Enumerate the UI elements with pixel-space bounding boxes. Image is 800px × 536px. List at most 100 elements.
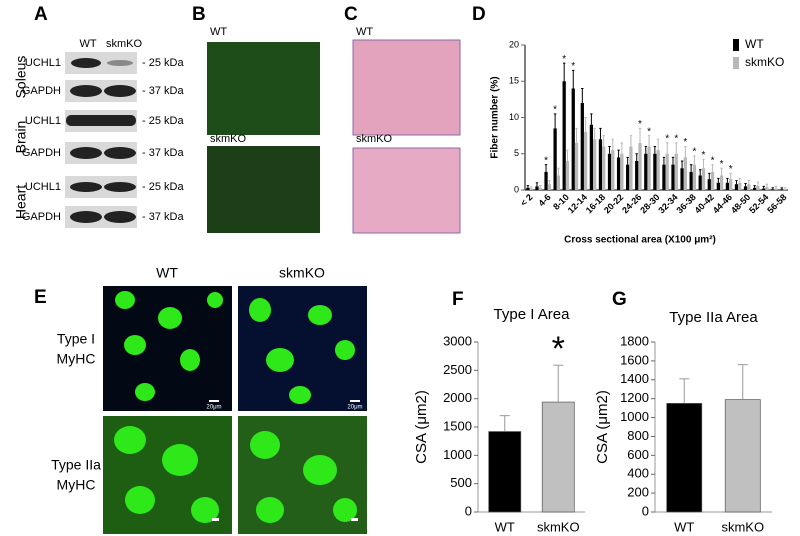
significance-star: * bbox=[702, 150, 706, 161]
tissue-label: Heart bbox=[13, 185, 29, 219]
image-label: WT bbox=[356, 26, 373, 38]
protein-label: UCHL1 bbox=[25, 57, 61, 69]
bar bbox=[710, 171, 715, 190]
bar bbox=[653, 153, 657, 190]
y-tick-label: 1400 bbox=[620, 371, 649, 386]
significance-star: * bbox=[683, 137, 687, 148]
lane-label: skmKO bbox=[106, 38, 143, 50]
y-axis-label: CSA (μm2) bbox=[413, 390, 430, 464]
bar bbox=[556, 175, 561, 190]
chart-title: Type IIa Area bbox=[669, 309, 758, 326]
legend-swatch bbox=[733, 39, 739, 51]
immunofluorescence-images bbox=[103, 286, 367, 534]
bar bbox=[583, 132, 588, 190]
x-tick-label: skmKO bbox=[537, 519, 580, 534]
significance-star: * bbox=[647, 126, 651, 137]
y-tick-label: 1200 bbox=[620, 390, 649, 405]
size-marker: - 25 kDa bbox=[142, 115, 184, 127]
bar bbox=[701, 168, 706, 190]
scale-label: 20μm bbox=[347, 405, 362, 411]
y-tick-label: 3000 bbox=[443, 333, 472, 348]
scale-label: 20μm bbox=[206, 405, 221, 411]
y-tick-label: 200 bbox=[627, 485, 649, 500]
y-axis-label: CSA (μm2) bbox=[594, 390, 611, 464]
bar bbox=[538, 187, 542, 190]
significance-star: * bbox=[571, 61, 575, 72]
x-tick-label: < 2 bbox=[519, 192, 535, 208]
bar bbox=[598, 139, 603, 190]
y-tick-label: 2500 bbox=[443, 362, 472, 377]
y-tick-label: 0 bbox=[465, 503, 472, 518]
x-tick-label: 32-34 bbox=[656, 192, 679, 215]
size-marker: - 37 kDa bbox=[142, 85, 184, 97]
bar bbox=[683, 157, 687, 190]
y-tick-label: 15 bbox=[509, 76, 519, 86]
legend-label: skmKO bbox=[745, 55, 784, 69]
panel-letter: D bbox=[472, 4, 486, 25]
y-tick-label: 400 bbox=[627, 466, 649, 481]
size-marker: - 37 kDa bbox=[142, 211, 184, 223]
significance-star: * bbox=[729, 164, 733, 175]
bar bbox=[535, 186, 539, 190]
bar bbox=[666, 403, 703, 513]
chart-title: Type I Area bbox=[494, 306, 571, 323]
protein-label: GAPDH bbox=[22, 211, 61, 223]
bar bbox=[665, 153, 669, 190]
bar bbox=[602, 146, 606, 190]
protein-label: GAPDH bbox=[22, 147, 61, 159]
significance-star: * bbox=[553, 105, 557, 116]
significance-star: * bbox=[552, 330, 565, 368]
bar bbox=[674, 153, 678, 190]
bar bbox=[580, 103, 584, 190]
bar bbox=[529, 188, 533, 190]
bar bbox=[541, 401, 575, 513]
bar bbox=[725, 182, 730, 190]
bar bbox=[553, 128, 557, 190]
bar bbox=[644, 153, 648, 190]
y-tick-label: 1800 bbox=[620, 333, 649, 348]
legend-label: WT bbox=[745, 37, 764, 51]
y-tick-label: 1600 bbox=[620, 352, 649, 367]
bar bbox=[738, 182, 742, 190]
y-tick-label: 10 bbox=[509, 112, 519, 122]
x-tick-label: 28-30 bbox=[638, 192, 661, 215]
size-marker: - 37 kDa bbox=[142, 147, 184, 159]
x-tick-label: 12-14 bbox=[566, 192, 589, 215]
bar bbox=[635, 161, 639, 190]
tissue-label: Soleus bbox=[13, 56, 29, 99]
x-tick-label: 4-6 bbox=[536, 192, 552, 208]
bar bbox=[771, 189, 775, 190]
fluorescence-image bbox=[207, 42, 320, 135]
western-blots bbox=[65, 52, 137, 228]
bar bbox=[716, 182, 720, 190]
bar bbox=[544, 171, 548, 190]
bar bbox=[774, 188, 778, 190]
bar bbox=[762, 188, 766, 190]
bar bbox=[692, 164, 697, 190]
y-tick-label: 1000 bbox=[620, 409, 649, 424]
size-marker: - 25 kDa bbox=[142, 181, 184, 193]
panel-letter: A bbox=[34, 4, 48, 25]
x-axis-label: Cross sectional area (X100 μm²) bbox=[564, 235, 716, 246]
bar bbox=[562, 81, 566, 190]
bar bbox=[488, 431, 522, 513]
y-tick-label: 800 bbox=[627, 428, 649, 443]
bar bbox=[616, 157, 621, 190]
bar bbox=[783, 189, 787, 190]
bar bbox=[647, 146, 651, 190]
bar bbox=[656, 150, 660, 190]
tissue-label: Brain bbox=[13, 121, 29, 154]
x-tick-label: 44-46 bbox=[711, 192, 734, 215]
x-tick-label: 52-54 bbox=[747, 192, 770, 215]
bar bbox=[671, 164, 675, 190]
bar bbox=[607, 153, 612, 190]
panel-letter: B bbox=[192, 4, 206, 25]
bar bbox=[765, 187, 769, 190]
x-tick-label: 20-22 bbox=[602, 192, 625, 215]
bar bbox=[698, 175, 702, 190]
bar bbox=[743, 186, 748, 190]
bar bbox=[680, 168, 684, 190]
bar bbox=[729, 179, 733, 190]
x-tick-label: skmKO bbox=[721, 519, 764, 534]
panel-letter: F bbox=[452, 289, 464, 310]
